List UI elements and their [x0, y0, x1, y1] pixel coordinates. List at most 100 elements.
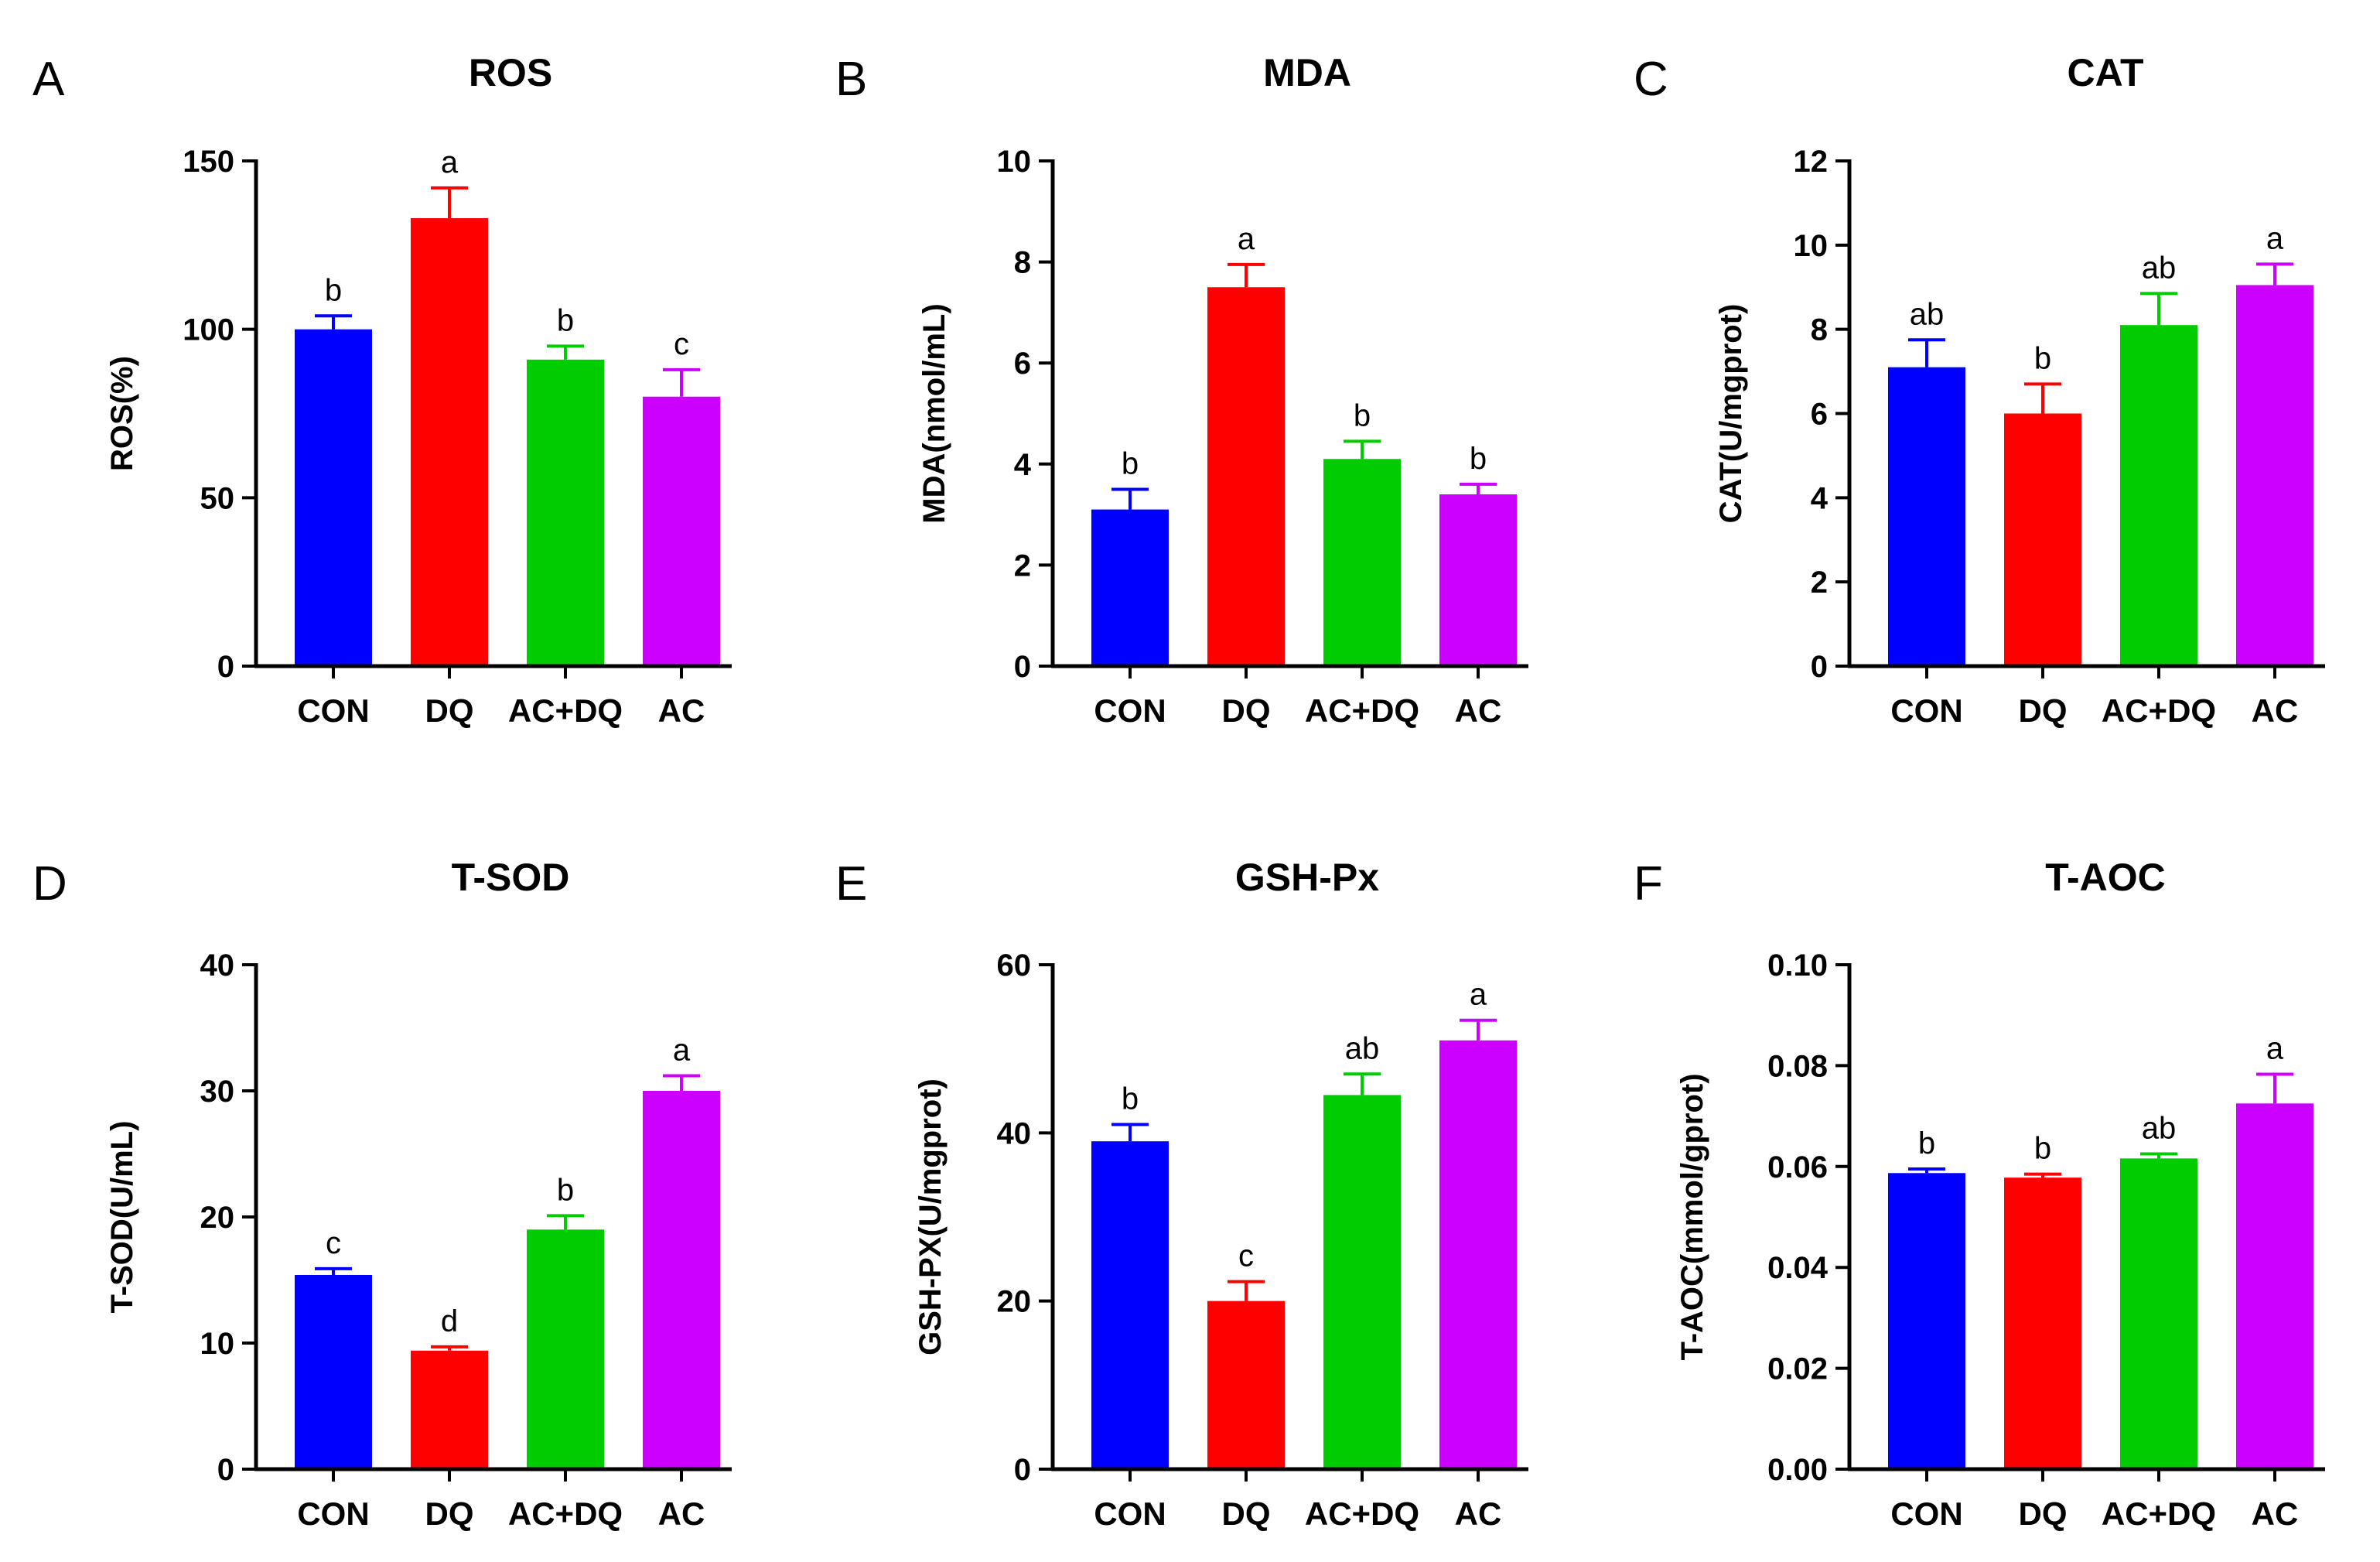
category-label: CON — [1094, 692, 1166, 729]
y-tick-label: 150 — [183, 145, 234, 179]
significance-label: ab — [2142, 251, 2177, 285]
category-label: AC — [658, 692, 705, 729]
bar-dq — [2004, 413, 2081, 666]
y-tick-label: 0.06 — [1767, 1150, 1828, 1184]
y-tick-label: 8 — [1811, 313, 1828, 347]
y-tick-label: 6 — [1014, 347, 1031, 381]
significance-label: ab — [2142, 1112, 2177, 1146]
category-label: DQ — [1222, 1495, 1271, 1532]
panel-letter: C — [1634, 53, 1668, 106]
y-tick-label: 0.08 — [1767, 1049, 1828, 1083]
y-axis-label: T-AOC(mmol/gprot) — [1675, 1073, 1709, 1360]
panel-d: D T-SOD c CON d DQ b AC+DQ a AC 0 10 20 30 40 T-SOD(U/m… — [32, 856, 732, 1532]
significance-label: b — [1122, 1082, 1139, 1116]
y-tick-label: 0 — [1014, 1453, 1031, 1487]
y-tick-label: 12 — [1794, 145, 1829, 179]
y-tick-label: 60 — [997, 948, 1032, 983]
y-tick-label: 10 — [997, 145, 1032, 179]
y-axis-label: GSH-PX(U/mgprot) — [913, 1078, 948, 1355]
significance-label: c — [674, 327, 689, 361]
panel-letter: A — [32, 53, 65, 106]
y-tick-label: 4 — [1811, 481, 1829, 515]
bar-ac-dq — [2120, 1158, 2197, 1469]
bar-con — [1091, 509, 1169, 666]
significance-label: a — [673, 1033, 691, 1067]
category-label: AC — [2252, 1495, 2299, 1532]
y-axis-label: CAT(U/mgprot) — [1714, 304, 1748, 524]
y-tick-label: 2 — [1811, 566, 1828, 600]
category-label: AC+DQ — [1305, 1495, 1419, 1532]
y-tick-label: 0 — [217, 650, 234, 684]
y-tick-label: 50 — [200, 481, 235, 515]
significance-label: b — [557, 1173, 574, 1207]
chart-title: MDA — [1263, 51, 1351, 94]
category-label: CON — [297, 692, 369, 729]
y-tick-label: 40 — [997, 1116, 1032, 1150]
category-label: DQ — [2019, 1495, 2068, 1532]
y-tick-label: 2 — [1014, 549, 1031, 583]
bar-dq — [1207, 287, 1285, 666]
panel-letter: D — [32, 857, 67, 911]
chart-title: CAT — [2067, 51, 2143, 94]
y-tick-label: 0.10 — [1767, 948, 1828, 983]
category-label: CON — [297, 1495, 369, 1532]
bar-ac-dq — [1323, 1095, 1401, 1469]
chart-title: GSH-Px — [1235, 856, 1379, 899]
panel-letter: E — [835, 857, 867, 911]
significance-label: b — [1470, 442, 1487, 476]
category-label: AC+DQ — [1305, 692, 1419, 729]
category-label: AC — [2252, 692, 2299, 729]
panel-e: E GSH-Px b CON c DQ ab AC+DQ a AC 0 20 40 60 GSH-PX(U/… — [835, 856, 1528, 1532]
y-tick-label: 0.04 — [1767, 1251, 1829, 1285]
significance-label: b — [2034, 341, 2051, 375]
panel-f: F T-AOC b CON b DQ ab AC+DQ a AC 0.00 0.02 0.04 0.06 0… — [1634, 856, 2325, 1532]
significance-label: b — [2034, 1132, 2051, 1166]
bar-ac — [1439, 494, 1517, 666]
significance-label: b — [1354, 398, 1371, 432]
panel-letter: B — [835, 53, 867, 106]
significance-label: a — [1238, 222, 1255, 256]
bar-ac-dq — [1323, 459, 1401, 666]
panel-c: C CAT ab CON b DQ ab AC+DQ a AC 0 2 4 6 8 10 12 CAT(U/mgp… — [1634, 51, 2325, 729]
category-label: AC — [1455, 692, 1502, 729]
category-label: DQ — [425, 1495, 474, 1532]
bar-ac — [643, 1091, 720, 1469]
category-label: CON — [1890, 1495, 1962, 1532]
chart-title: T-SOD — [452, 856, 570, 899]
y-tick-label: 8 — [1014, 246, 1031, 280]
y-tick-label: 0 — [1014, 650, 1031, 684]
category-label: AC+DQ — [2102, 692, 2216, 729]
category-label: AC+DQ — [508, 692, 623, 729]
chart-title: ROS — [469, 51, 552, 94]
panel-a: A ROS b CON a DQ b AC+DQ c AC 0 50 100 150 ROS(%) — [32, 51, 732, 729]
chart-title: T-AOC — [2045, 856, 2166, 899]
significance-label: a — [2266, 1031, 2284, 1065]
category-label: CON — [1890, 692, 1962, 729]
bar-con — [1888, 1173, 1965, 1469]
bar-ac — [1439, 1040, 1517, 1469]
y-tick-label: 10 — [200, 1327, 235, 1361]
bar-ac — [2236, 1103, 2313, 1469]
significance-label: b — [1122, 446, 1139, 480]
y-tick-label: 4 — [1014, 448, 1032, 482]
category-label: AC+DQ — [2102, 1495, 2216, 1532]
category-label: AC+DQ — [508, 1495, 623, 1532]
y-tick-label: 20 — [997, 1285, 1032, 1319]
panel-letter: F — [1634, 857, 1663, 911]
y-tick-label: 0.02 — [1767, 1352, 1828, 1386]
significance-label: a — [2266, 221, 2284, 255]
y-tick-label: 30 — [200, 1075, 235, 1109]
y-tick-label: 0.00 — [1767, 1453, 1828, 1487]
bar-dq — [411, 218, 488, 666]
bar-dq — [1207, 1301, 1285, 1469]
bar-ac — [643, 396, 720, 666]
y-tick-label: 10 — [1794, 229, 1829, 263]
y-axis-label: T-SOD(U/mL) — [105, 1121, 139, 1314]
y-tick-label: 0 — [1811, 650, 1828, 684]
category-label: AC — [1455, 1495, 1502, 1532]
y-axis-label: MDA(nmol/mL) — [917, 303, 951, 523]
y-tick-label: 100 — [183, 313, 234, 347]
y-tick-label: 20 — [200, 1201, 235, 1235]
bar-ac-dq — [527, 359, 604, 666]
